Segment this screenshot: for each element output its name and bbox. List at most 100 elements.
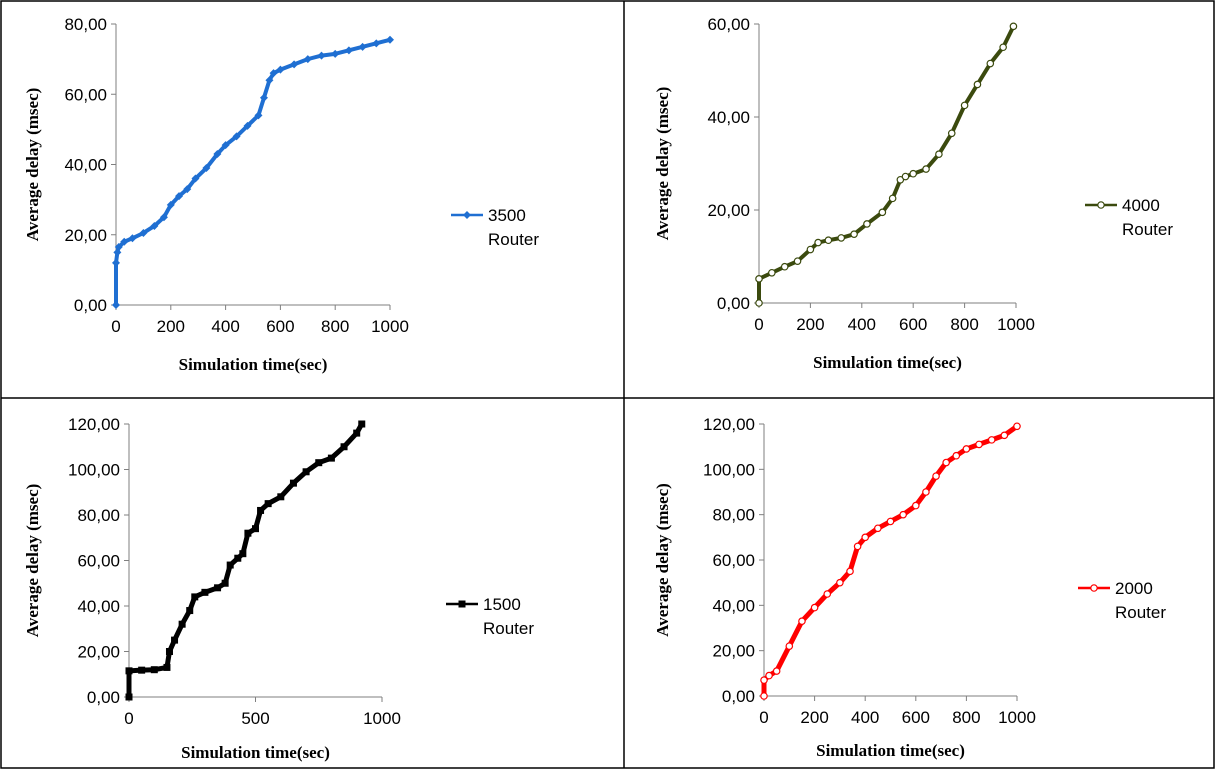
data-point (353, 429, 361, 437)
y-tick-label: 60,00 (707, 15, 750, 34)
data-point (277, 493, 285, 501)
data-point (112, 258, 120, 267)
legend-label: Router (1115, 603, 1166, 622)
data-point (886, 517, 895, 526)
chart-panel-4000-router: 0,00 20,00 40,00 60,00 0 200 400 600 800 1000 Simu… (624, 0, 1215, 398)
data-point (901, 172, 910, 181)
y-axis-title: Average delay (msec) (23, 484, 42, 638)
data-point (125, 667, 133, 675)
x-tick-label: 200 (796, 315, 824, 334)
y-tick-label: 60,00 (64, 85, 107, 104)
y-tick-label: 80,00 (712, 506, 755, 525)
x-tick-label: 1000 (363, 709, 401, 728)
y-tick-label: 40,00 (712, 596, 755, 615)
data-point (114, 243, 123, 252)
x-tick-label: 800 (952, 708, 980, 727)
series-2000-router (760, 422, 1021, 700)
data-point (259, 93, 268, 102)
data-point (372, 39, 381, 48)
data-point (340, 443, 348, 451)
data-point (234, 554, 242, 562)
data-point (861, 533, 870, 542)
x-tick-label: 200 (157, 317, 185, 336)
y-tick-label: 100,00 (703, 460, 755, 479)
y-tick-label: 120,00 (703, 415, 755, 434)
data-point (760, 676, 768, 684)
data-point (315, 459, 323, 467)
y-tick-label: 0,00 (87, 688, 120, 707)
y-tick-label: 40,00 (77, 597, 120, 616)
x-tick-label: 1000 (371, 317, 409, 336)
legend-label: Router (483, 619, 534, 638)
data-point (358, 420, 366, 428)
data-point (214, 584, 222, 592)
data-point (163, 663, 171, 671)
data-point (806, 245, 815, 254)
data-point (793, 257, 802, 265)
data-point (1013, 422, 1021, 431)
series-line (126, 422, 364, 697)
y-axis-title: Average delay (msec) (23, 88, 42, 242)
data-point (755, 275, 763, 283)
legend-marker (463, 211, 471, 219)
data-point (244, 529, 252, 537)
data-point (962, 445, 971, 453)
data-point (252, 525, 259, 533)
data-point (201, 588, 209, 596)
data-point (191, 593, 199, 601)
x-tick-label: 800 (321, 317, 349, 336)
data-point (232, 132, 241, 141)
data-point (331, 49, 340, 58)
data-point (303, 55, 312, 64)
data-point (128, 234, 137, 243)
data-point (760, 692, 768, 700)
data-point (765, 671, 773, 680)
series-4000-router (755, 22, 1018, 307)
chart-panel-3500-router: 0,00 20,00 40,00 60,00 80,00 0 200 400 600 800 100… (0, 0, 624, 398)
data-point (265, 76, 274, 85)
data-point (139, 228, 148, 237)
data-point (814, 238, 822, 247)
data-point (973, 80, 982, 89)
data-point (975, 440, 983, 449)
x-axis-title: Simulation time(sec) (181, 743, 330, 762)
data-point (874, 524, 882, 533)
x-tick-label: 1000 (998, 708, 1036, 727)
data-point (269, 69, 278, 78)
y-tick-label: 0,00 (74, 296, 107, 315)
data-point (922, 488, 930, 496)
y-tick-label: 120,00 (68, 415, 120, 434)
data-point (254, 111, 263, 120)
chart-panel-1500-router: 0,00 20,00 40,00 60,00 80,00 100,00 120,00 0 500… (0, 398, 624, 769)
x-tick-label: 600 (899, 315, 927, 334)
legend: 4000 Router (1085, 196, 1173, 239)
data-point (221, 141, 230, 150)
data-point (239, 550, 247, 558)
data-point (823, 590, 832, 598)
legend-label: Router (1122, 220, 1173, 239)
data-point (264, 500, 272, 508)
x-tick-label: 0 (754, 315, 763, 334)
data-point (317, 51, 326, 60)
y-tick-label: 20,00 (712, 642, 755, 661)
data-point (213, 149, 222, 158)
legend: 1500 Router (446, 595, 534, 638)
data-point (165, 648, 173, 655)
data-point (183, 185, 192, 194)
data-point (386, 35, 394, 44)
data-point (952, 451, 961, 460)
data-point (344, 46, 353, 55)
data-point (171, 636, 179, 644)
data-point (999, 43, 1007, 52)
legend: 3500 Router (451, 206, 539, 249)
data-point (138, 666, 146, 674)
legend-label: 1500 (483, 595, 521, 614)
x-axis-title: Simulation time(sec) (179, 355, 328, 374)
y-tick-label: 60,00 (77, 552, 120, 571)
y-tick-label: 0,00 (717, 294, 750, 313)
chart-svg: 0,00 20,00 40,00 60,00 0 200 400 600 800 1000 Simu… (653, 15, 1173, 372)
data-point (780, 262, 789, 271)
data-point (932, 472, 940, 480)
data-point (836, 578, 844, 587)
